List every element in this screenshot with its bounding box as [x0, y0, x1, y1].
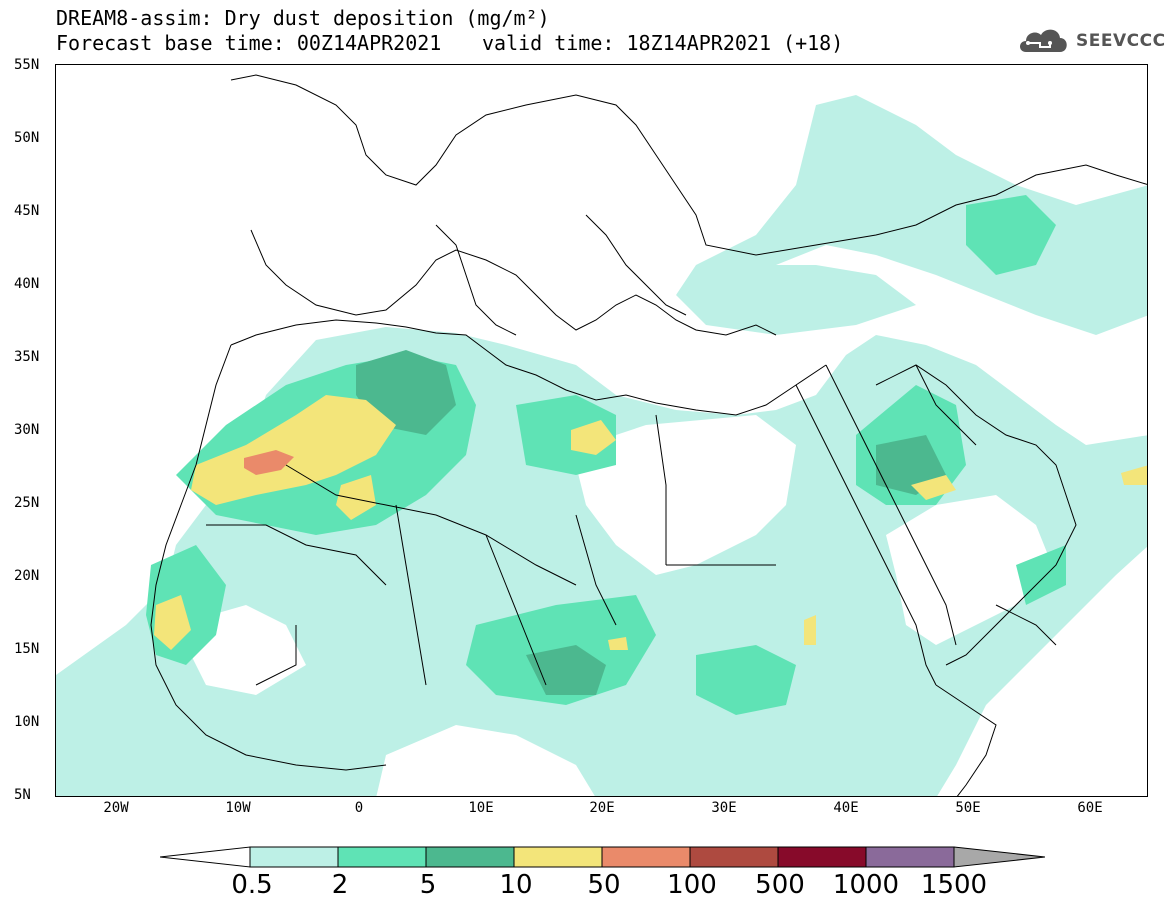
lon-label-30e: 30E [711, 800, 737, 816]
map-canvas [56, 74, 1147, 796]
field-light-europe [676, 95, 1147, 335]
lat-label-40n: 40N [14, 276, 40, 292]
lat-label-50n: 50N [14, 130, 40, 146]
cb-label-0-5: 0.5 [231, 870, 273, 900]
cb-label-2: 2 [331, 870, 349, 900]
lat-label-15n: 15N [14, 641, 40, 657]
field-yellow-ethiopia [804, 615, 816, 645]
cb-right-arrow [953, 846, 1046, 868]
field-yellow-libya [571, 420, 616, 455]
field-yellow-saudi [911, 475, 956, 500]
logo-text: SEEVCCC [1076, 31, 1165, 51]
color-bar-svg [159, 846, 1046, 868]
lat-label-10n: 10N [14, 714, 40, 730]
lat-label-20n: 20N [14, 568, 40, 584]
map-title: DREAM8-assim: Dry dust deposition (mg/m²… [56, 6, 550, 30]
field-medium-oman [1016, 545, 1066, 605]
lon-label-60e: 60E [1077, 800, 1103, 816]
field-yellow-chad [608, 637, 628, 650]
cb-label-1500: 1500 [920, 870, 988, 900]
cb-label-5: 5 [419, 870, 437, 900]
color-bar [159, 842, 1046, 872]
cb-swatch-3 [425, 846, 515, 868]
cb-label-10: 10 [499, 870, 533, 900]
lat-label-5n: 5N [14, 787, 31, 803]
clear-south [376, 725, 595, 796]
cloud-icon [1020, 29, 1067, 52]
cb-label-500: 500 [755, 870, 805, 900]
lat-label-35n: 35N [14, 349, 40, 365]
field-medium-libya [516, 395, 616, 475]
cb-left-arrow [159, 846, 251, 868]
field-orange-algeria [244, 450, 294, 475]
dust-fields [56, 95, 1147, 796]
lon-label-20w: 20W [103, 800, 129, 816]
cb-swatch-4 [513, 846, 603, 868]
field-yellow-algeria [191, 395, 396, 505]
field-medium-chad [696, 645, 796, 715]
cb-label-100: 100 [667, 870, 717, 900]
field-light-med [676, 265, 916, 335]
lon-label-0: 0 [354, 800, 364, 816]
clear-libya-egypt [576, 415, 796, 575]
field-dark-chad [526, 645, 606, 695]
lat-label-45n: 45N [14, 203, 40, 219]
field-medium-caspian [966, 195, 1056, 275]
field-yellow-oman [1121, 465, 1147, 485]
valid-time: valid time: 18Z14APR2021 (+18) [482, 31, 844, 55]
cb-swatch-5 [601, 846, 691, 868]
cb-swatch-7 [777, 846, 867, 868]
lat-label-55n: 55N [14, 57, 40, 73]
dust-map [55, 64, 1148, 797]
lon-label-50e: 50E [955, 800, 981, 816]
cb-label-1000: 1000 [832, 870, 900, 900]
lon-label-20e: 20E [589, 800, 615, 816]
coastlines-borders [150, 74, 1147, 796]
cb-swatch-2 [337, 846, 427, 868]
cb-swatch-6 [689, 846, 779, 868]
cb-label-50: 50 [587, 870, 621, 900]
cb-swatch-8 [865, 846, 955, 868]
seevccc-logo: SEEVCCC [1016, 24, 1165, 58]
clear-arabia [886, 495, 1056, 645]
lon-label-10w: 10W [225, 800, 251, 816]
lat-label-25n: 25N [14, 495, 40, 511]
lon-label-10e: 10E [468, 800, 494, 816]
lat-label-30n: 30N [14, 422, 40, 438]
cb-swatch-1 [249, 846, 339, 868]
field-yellow-algeria-south [336, 475, 376, 520]
forecast-base-time: Forecast base time: 00Z14APR2021 [56, 31, 442, 55]
lon-label-40e: 40E [833, 800, 859, 816]
field-yellow-senegal [154, 595, 191, 650]
